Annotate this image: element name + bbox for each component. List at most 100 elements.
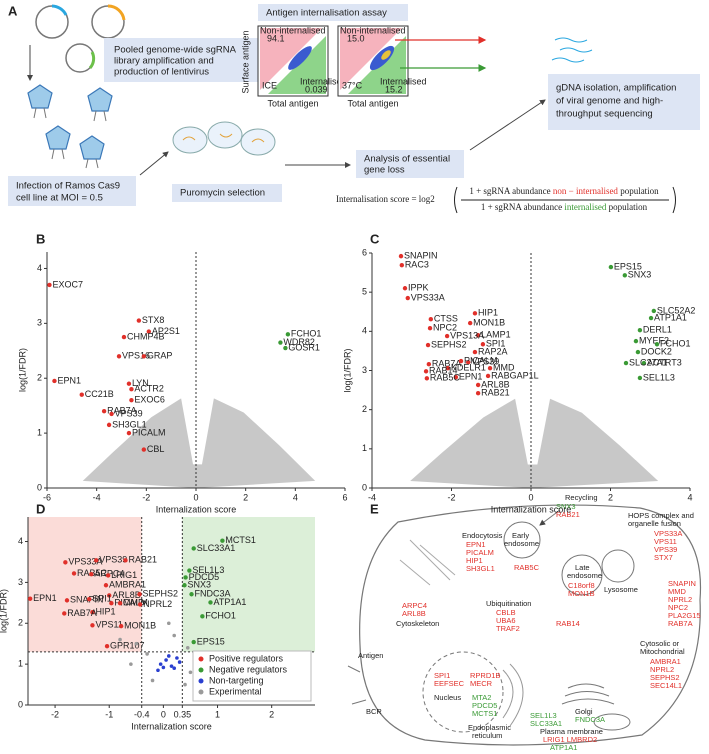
point — [126, 430, 132, 436]
point-label: FNDC3A — [195, 589, 231, 599]
point — [129, 662, 133, 666]
organelle-label: Golgi — [575, 707, 593, 716]
legend-label: Experimental — [209, 686, 262, 696]
point-label: RAB7A — [107, 406, 137, 416]
gene: SEPHS2 — [650, 673, 680, 682]
y-tick-label: 2 — [37, 373, 42, 383]
point-label: EPN1 — [33, 593, 57, 603]
point-label: EPN1 — [57, 375, 81, 385]
point — [200, 614, 205, 619]
point-label: RAB21 — [128, 555, 157, 565]
x-axis-label: Internalization score — [131, 721, 212, 731]
point-label: ATP1A1 — [654, 312, 687, 322]
gene: AMBRA1 — [650, 657, 681, 666]
gene: RPRD1B — [470, 671, 500, 680]
point-label: FCHO1 — [660, 339, 691, 349]
point — [150, 678, 155, 683]
organelle-label: endosome — [504, 539, 539, 548]
point — [118, 623, 124, 629]
y-tick-label: 6 — [362, 247, 367, 257]
gene: MECR — [470, 679, 493, 688]
mitochondrion — [593, 713, 631, 731]
point — [62, 611, 67, 616]
point-label: VPS13A — [450, 330, 484, 340]
x-tick-label: -2 — [142, 492, 150, 502]
formula-highlight: internalised — [564, 202, 606, 212]
step-text: library amplification and — [114, 56, 214, 67]
point-label: WDR82 — [283, 337, 315, 347]
point — [106, 422, 112, 428]
point — [453, 374, 459, 380]
gene: SEC14L1 — [650, 681, 682, 690]
point-label: CHMP4B — [127, 331, 165, 341]
point — [185, 645, 190, 650]
point-label: RAB5C — [430, 373, 461, 383]
step-box — [172, 184, 282, 202]
point-label: EPS15 — [197, 636, 225, 646]
point-label: PICALM — [132, 427, 166, 437]
gate-label: Internalised — [300, 76, 347, 86]
point — [467, 320, 473, 326]
x-tick-label: -0.4 — [134, 709, 150, 719]
point-label: SPI1 — [486, 339, 506, 349]
x-tick-label: 6 — [342, 492, 347, 502]
panel-label: D — [36, 501, 45, 516]
gate-value: 94.1 — [267, 33, 285, 43]
organelle-label: Nucleus — [434, 693, 461, 702]
step-text: Antigen internalisation assay — [266, 8, 387, 19]
point — [64, 598, 70, 603]
point — [475, 391, 481, 396]
point-label: ARL8B — [481, 379, 510, 389]
gene: PLA2G15 — [668, 611, 701, 620]
point — [27, 596, 33, 601]
point — [90, 610, 95, 615]
gene: FNDC3A — [575, 715, 605, 724]
legend-label: Negative regulators — [209, 664, 288, 674]
point — [161, 665, 166, 670]
step-text: Pooled genome-wide sgRNA — [114, 45, 237, 56]
y-tick-label: 1 — [18, 659, 23, 669]
step-text: of viral genome and high- — [556, 96, 663, 107]
point — [126, 381, 132, 386]
point — [402, 286, 408, 291]
legend-marker — [198, 678, 204, 684]
x-tick-label: -4 — [368, 492, 376, 502]
point — [164, 658, 168, 662]
point — [485, 373, 491, 379]
gene: C18orf8 — [568, 581, 595, 590]
point — [123, 558, 128, 563]
point — [487, 365, 493, 371]
process-label: Mitochondrial — [640, 647, 685, 656]
condition-label: ICE — [262, 80, 277, 90]
process-label: Recycling — [565, 493, 598, 502]
step-text: gene loss — [364, 165, 405, 176]
point — [654, 342, 660, 347]
point — [187, 568, 192, 573]
gene: VPS11 — [654, 537, 677, 546]
legend-box — [192, 650, 312, 702]
molecule-label: BCR — [366, 707, 382, 716]
point — [635, 349, 641, 355]
formula-text: population — [620, 186, 659, 196]
point-label: MYEF2 — [639, 336, 669, 346]
point-label: VPS39 — [99, 555, 127, 565]
point — [648, 315, 654, 321]
point — [398, 253, 404, 259]
point — [136, 318, 142, 323]
point — [177, 660, 182, 664]
point — [637, 375, 643, 381]
point-label: DERL1 — [643, 325, 672, 335]
x-tick-label: 4 — [687, 492, 692, 502]
process-label: Cytosolic or — [640, 639, 680, 648]
x-tick-label: 1 — [215, 709, 220, 719]
virus-icons — [27, 84, 113, 160]
condition-label: 37°C — [342, 80, 363, 90]
legend-marker — [198, 689, 204, 695]
point-label: EPS15 — [614, 261, 642, 271]
point — [118, 637, 122, 642]
point-label: ARPC4 — [94, 569, 124, 579]
point-label: MCTS1 — [225, 535, 256, 545]
gene: VPS39 — [654, 545, 677, 554]
point-label: AMBRA1 — [109, 580, 146, 590]
point-label: NPRL2 — [143, 599, 172, 609]
